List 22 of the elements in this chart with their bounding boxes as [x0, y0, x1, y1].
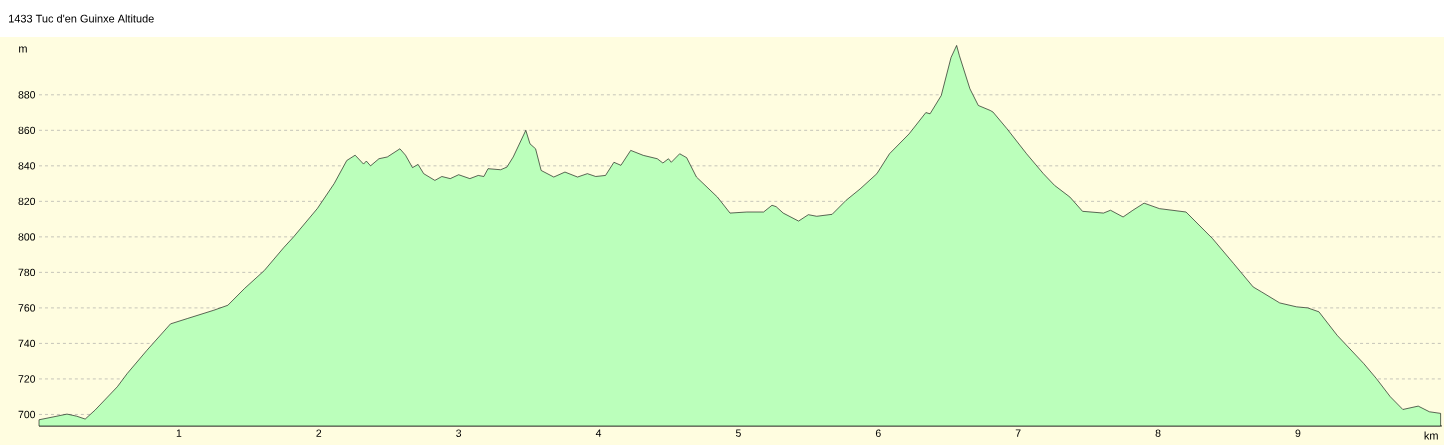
x-axis-title: km — [1424, 431, 1438, 440]
x-tick-label: 9 — [1295, 429, 1301, 437]
x-tick-label: 6 — [875, 429, 881, 437]
y-axis-title: m — [19, 46, 27, 53]
x-tick-label: 2 — [316, 429, 322, 437]
y-tick-label: 800 — [18, 233, 36, 241]
x-tick-label: 1 — [176, 429, 182, 437]
y-tick-label: 820 — [18, 197, 36, 206]
y-tick-label: 700 — [18, 410, 36, 419]
y-tick-label: 880 — [18, 91, 36, 99]
y-tick-label: 760 — [18, 304, 36, 312]
chart-title: 1433 Tuc d'en Guinxe Altitude — [9, 14, 154, 23]
x-tick-label: 3 — [456, 429, 462, 437]
y-tick-label: 860 — [18, 126, 36, 135]
x-tick-label: 4 — [595, 429, 602, 437]
x-tick-label: 5 — [735, 429, 741, 437]
x-tick-label: 7 — [1015, 429, 1021, 437]
y-tick-label: 780 — [18, 268, 36, 277]
y-tick-label: 740 — [18, 339, 36, 348]
y-tick-label: 720 — [18, 375, 36, 383]
y-tick-label: 840 — [18, 162, 36, 170]
x-tick-label: 8 — [1155, 429, 1161, 437]
